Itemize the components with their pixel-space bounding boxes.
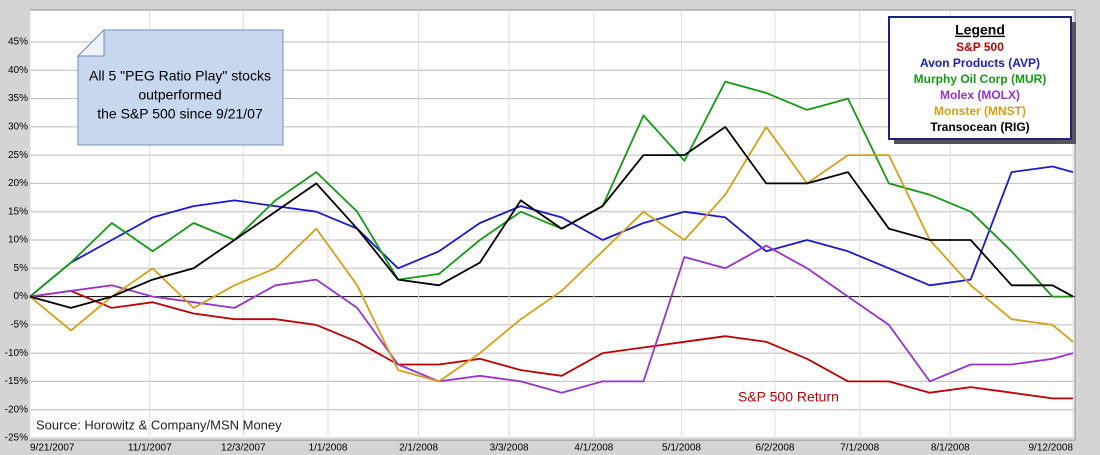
x-tick-label: 3/3/2008 — [490, 443, 529, 454]
note-line: All 5 "PEG Ratio Play" stocks — [89, 68, 271, 84]
series-line — [29, 165, 1074, 298]
legend-entry: Avon Products (AVP) — [920, 56, 1040, 70]
y-tick-label: 35% — [8, 93, 28, 104]
y-tick-label: 15% — [8, 206, 28, 217]
series-line — [29, 290, 1073, 400]
y-tick-label: 10% — [8, 235, 28, 246]
y-tick-label: 40% — [8, 65, 28, 76]
x-tick-label: 11/1/2007 — [128, 443, 172, 454]
note-line: the S&P 500 since 9/21/07 — [97, 106, 263, 122]
x-tick-label: 9/21/2007 — [30, 443, 75, 454]
series-line — [29, 126, 1074, 383]
note-line: outperformed — [138, 87, 221, 103]
y-tick-label: -20% — [5, 404, 28, 415]
y-tick-label: -10% — [5, 348, 28, 359]
x-tick-label: 6/2/2008 — [756, 443, 795, 454]
y-tick-label: 5% — [14, 263, 29, 274]
legend: Legend S&P 500 Avon Products (AVP) Murphy … — [888, 16, 1076, 144]
legend-entry: Transocean (RIG) — [930, 120, 1029, 134]
x-tick-label: 1/1/2008 — [309, 443, 348, 454]
note: All 5 "PEG Ratio Play" stocks outperform… — [76, 28, 284, 146]
x-tick-label: 2/1/2008 — [399, 443, 438, 454]
legend-items: S&P 500 Avon Products (AVP) Murphy Oil Cor… — [914, 40, 1047, 134]
x-tick-label: 12/3/2007 — [221, 443, 266, 454]
x-tick-label: 4/1/2008 — [574, 443, 613, 454]
y-tick-label: 45% — [8, 37, 28, 48]
legend-entry: Murphy Oil Corp (MUR) — [914, 72, 1047, 86]
y-tick-label: -25% — [5, 433, 28, 444]
y-tick-label: 20% — [8, 178, 28, 189]
legend-entry: S&P 500 — [956, 40, 1004, 54]
x-tick-label: 5/1/2008 — [662, 443, 701, 454]
series-line — [29, 126, 1074, 309]
x-tick-label: 8/1/2008 — [931, 443, 970, 454]
annotation: S&P 500 Return — [738, 389, 839, 405]
x-tick-label: 7/1/2008 — [840, 443, 879, 454]
legend-box — [888, 16, 1072, 140]
y-tick-label: 0% — [14, 291, 29, 302]
series-line — [29, 244, 1074, 394]
x-tick-label: 9/12/2008 — [1029, 443, 1074, 454]
y-tick-label: -15% — [5, 376, 28, 387]
lines — [29, 80, 1074, 400]
y-tick-label: 25% — [8, 150, 28, 161]
legend-entry: Molex (MOLX) — [940, 88, 1020, 102]
note-fold — [76, 28, 105, 57]
y-tick-label: -5% — [10, 319, 28, 330]
legend-entry: Monster (MNST) — [934, 104, 1026, 118]
y-tick-label: 30% — [8, 121, 28, 132]
legend-title: Legend — [955, 22, 1005, 38]
source: Source: Horowitz & Company/MSN Money — [36, 417, 282, 432]
